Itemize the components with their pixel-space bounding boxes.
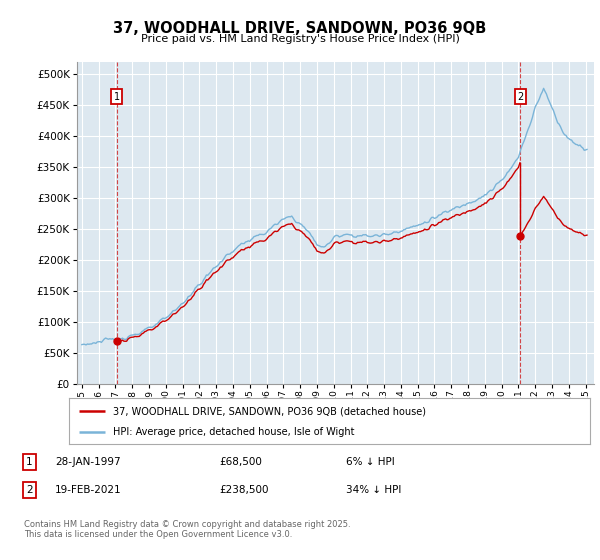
Text: Contains HM Land Registry data © Crown copyright and database right 2025.
This d: Contains HM Land Registry data © Crown c… bbox=[24, 520, 350, 539]
Text: Price paid vs. HM Land Registry's House Price Index (HPI): Price paid vs. HM Land Registry's House … bbox=[140, 34, 460, 44]
Text: £238,500: £238,500 bbox=[220, 484, 269, 494]
Text: 37, WOODHALL DRIVE, SANDOWN, PO36 9QB (detached house): 37, WOODHALL DRIVE, SANDOWN, PO36 9QB (d… bbox=[113, 406, 426, 416]
Text: 19-FEB-2021: 19-FEB-2021 bbox=[55, 484, 122, 494]
Text: 6% ↓ HPI: 6% ↓ HPI bbox=[346, 458, 395, 468]
Text: 37, WOODHALL DRIVE, SANDOWN, PO36 9QB: 37, WOODHALL DRIVE, SANDOWN, PO36 9QB bbox=[113, 21, 487, 36]
Text: 1: 1 bbox=[26, 458, 32, 468]
Text: 2: 2 bbox=[517, 92, 524, 102]
Text: HPI: Average price, detached house, Isle of Wight: HPI: Average price, detached house, Isle… bbox=[113, 427, 355, 437]
Text: 28-JAN-1997: 28-JAN-1997 bbox=[55, 458, 121, 468]
Text: 1: 1 bbox=[114, 92, 120, 102]
Text: £68,500: £68,500 bbox=[220, 458, 262, 468]
Text: 2: 2 bbox=[26, 484, 32, 494]
Text: 34% ↓ HPI: 34% ↓ HPI bbox=[346, 484, 401, 494]
